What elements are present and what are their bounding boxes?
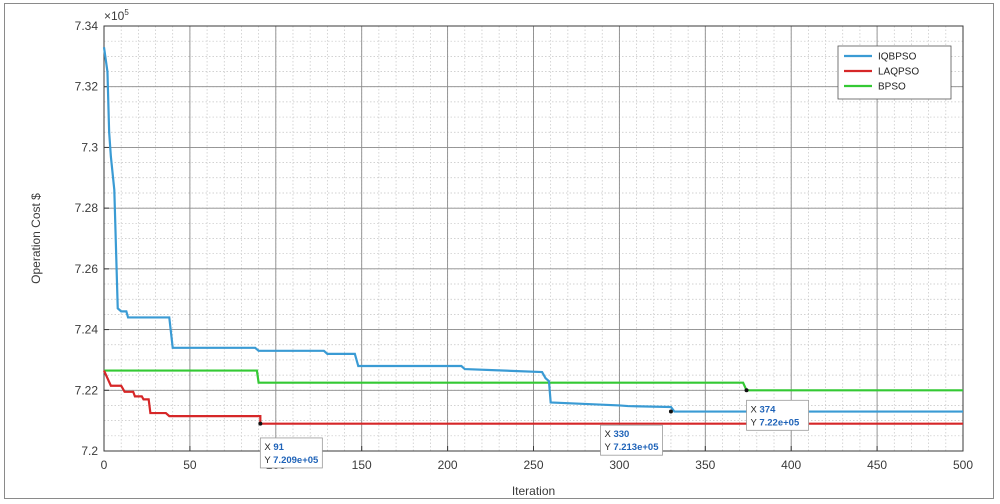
datatip-x: X 330	[605, 429, 630, 440]
series-line-iqbpso	[102, 47, 963, 413]
datatip-y-value: 7.213e+05	[613, 442, 659, 453]
x-axis-title: Iteration	[512, 484, 555, 498]
datatip-x-label: X	[605, 429, 614, 440]
datatip-x-label: X	[751, 404, 760, 415]
datatip-x-value: 91	[273, 442, 284, 453]
y-exponent-base: ×10	[104, 9, 125, 23]
datatip-y-label: Y	[751, 417, 760, 428]
datatip-marker	[744, 388, 749, 393]
y-tick-label: 7.24	[75, 323, 99, 337]
datatip-x-value: 374	[760, 404, 777, 415]
datatip-y: Y 7.209e+05	[264, 455, 319, 466]
datatip[interactable]: X 330 Y 7.213e+05	[600, 409, 673, 456]
series-lines	[102, 47, 963, 425]
y-tick-label: 7.26	[75, 262, 99, 276]
legend-box	[837, 45, 952, 100]
x-tick-label: 350	[695, 458, 715, 472]
y-tick-label: 7.32	[75, 80, 99, 94]
datatip-box	[600, 424, 663, 456]
x-tick-label: 500	[953, 458, 973, 472]
datatip-y-value: 7.209e+05	[273, 455, 319, 466]
datatip-x-value: 330	[613, 429, 629, 440]
datatip-box	[259, 437, 323, 469]
x-tick-label: 200	[438, 458, 458, 472]
y-axis-exponent: ×105	[104, 8, 129, 23]
x-tick-label: 50	[183, 458, 197, 472]
legend: IQBPSO LAQPSO BPSO	[837, 45, 952, 100]
legend-label-laqpso: LAQPSO	[878, 67, 919, 78]
datatip-y-label: Y	[264, 455, 273, 466]
y-tick-label: 7.2	[81, 444, 98, 458]
y-axis-ticks: 7.2 7.22 7.24 7.26 7.28 7.3 7.32 7.34	[75, 19, 109, 458]
x-tick-label: 250	[523, 458, 543, 472]
y-tick-label: 7.22	[75, 383, 99, 397]
datatip-x: X 91	[264, 442, 284, 453]
legend-label-iqbpso: IQBPSO	[878, 52, 917, 63]
datatip-y: Y 7.22e+05	[751, 417, 800, 428]
legend-label-bpso: BPSO	[878, 82, 906, 93]
datatip-x: X 374	[751, 404, 777, 415]
series-line-bpso	[104, 369, 963, 392]
x-tick-label: 0	[101, 458, 108, 472]
y-tick-label: 7.3	[81, 140, 98, 154]
datatip-marker	[668, 409, 673, 414]
datatip-y-label: Y	[605, 442, 614, 453]
x-tick-label: 300	[609, 458, 629, 472]
datatip-y: Y 7.213e+05	[605, 442, 660, 453]
x-tick-label: 150	[352, 458, 372, 472]
figure-frame	[4, 3, 994, 499]
datatip-x-label: X	[264, 442, 273, 453]
major-grid	[104, 26, 963, 451]
y-axis-title: Operation Cost $	[29, 193, 43, 284]
y-tick-label: 7.28	[75, 201, 99, 215]
datatip-y-value: 7.22e+05	[759, 417, 800, 428]
series-line-laqpso	[102, 370, 963, 425]
datatip[interactable]: X 91Y 7.209e+05	[258, 421, 323, 469]
y-tick-label: 7.34	[75, 19, 99, 33]
x-tick-label: 450	[867, 458, 887, 472]
x-tick-label: 400	[781, 458, 801, 472]
y-exponent-power: 5	[124, 8, 129, 17]
datatip-box	[746, 399, 809, 431]
datatip-marker	[258, 421, 263, 426]
